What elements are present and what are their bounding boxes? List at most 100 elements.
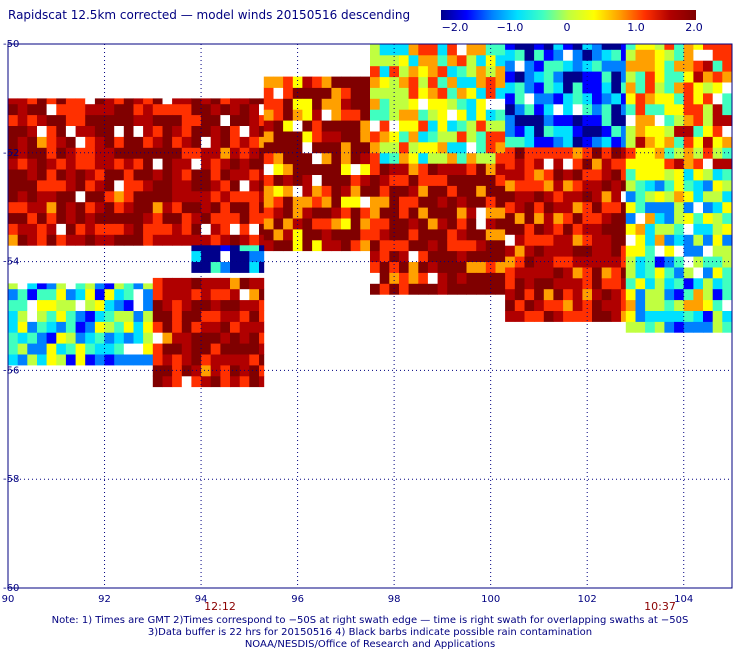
heatmap-cell: [17, 299, 28, 311]
heatmap-cell: [162, 212, 173, 224]
heatmap-cell: [654, 71, 665, 83]
heatmap-cell: [447, 283, 458, 295]
heatmap-cell: [621, 212, 627, 224]
heatmap-cell: [427, 65, 438, 78]
heatmap-cell: [94, 354, 105, 366]
heatmap-cell: [8, 234, 19, 246]
heatmap-cell: [302, 163, 313, 175]
heatmap-cell: [27, 201, 38, 214]
heatmap-cell: [379, 250, 390, 262]
heatmap-cell: [263, 196, 274, 208]
heatmap-cell: [143, 158, 154, 170]
heatmap-cell: [133, 354, 144, 366]
heatmap-cell: [621, 190, 627, 203]
heatmap-cell: [534, 180, 545, 192]
heatmap-cell: [553, 288, 564, 301]
heatmap-cell: [172, 299, 183, 311]
heatmap-cell: [85, 136, 96, 148]
heatmap-cell: [563, 234, 574, 246]
heatmap-cell: [379, 174, 390, 186]
heatmap-cell: [123, 103, 134, 116]
heatmap-cell: [152, 375, 163, 388]
heatmap-cell: [143, 299, 154, 311]
heatmap-cell: [693, 212, 704, 224]
heatmap-cell: [505, 93, 516, 105]
heatmap-cell: [505, 44, 516, 50]
heatmap-cell: [534, 223, 545, 235]
heatmap-cell: [379, 207, 390, 219]
heatmap-cell: [191, 332, 202, 344]
heatmap-cell: [683, 82, 694, 94]
heatmap-cell: [456, 98, 467, 110]
heatmap-cell: [456, 54, 467, 67]
heatmap-cell: [65, 180, 76, 192]
heatmap-cell: [230, 332, 241, 344]
heatmap-cell: [341, 120, 352, 132]
heatmap-cell: [249, 158, 260, 170]
heatmap-cell: [592, 60, 603, 72]
heatmap-cell: [674, 256, 685, 268]
heatmap-cell: [331, 76, 342, 88]
heatmap-cell: [230, 223, 241, 235]
heatmap-cell: [172, 147, 183, 159]
heatmap-cell: [563, 201, 574, 214]
heatmap-cell: [456, 196, 467, 208]
heatmap-cell: [259, 375, 265, 388]
heatmap-cell: [37, 212, 48, 224]
heatmap-cell: [621, 125, 627, 137]
heatmap-cell: [611, 125, 622, 137]
heatmap-cell: [553, 60, 564, 72]
heatmap-cell: [601, 201, 612, 214]
heatmap-cell: [133, 125, 144, 137]
heatmap-cell: [476, 229, 487, 241]
heatmap-cell: [389, 141, 400, 154]
heatmap-cell: [220, 354, 231, 366]
heatmap-cell: [143, 98, 154, 105]
heatmap-cell: [331, 229, 342, 241]
heatmap-cell: [152, 190, 163, 203]
note-line-3: NOAA/NESDIS/Office of Research and Appli…: [244, 639, 496, 650]
heatmap-cell: [601, 310, 612, 322]
heatmap-cell: [263, 218, 274, 230]
heatmap-cell: [37, 321, 48, 333]
heatmap-cell: [230, 234, 241, 246]
heatmap-cell: [664, 267, 675, 279]
heatmap-cell: [321, 196, 332, 208]
heatmap-cell: [437, 272, 448, 284]
heatmap-cell: [152, 234, 163, 246]
heatmap-cell: [654, 147, 665, 159]
heatmap-cell: [645, 245, 656, 257]
heatmap-cell: [123, 136, 134, 148]
heatmap-cell: [56, 212, 67, 224]
heatmap-cell: [46, 332, 57, 344]
heatmap-cell: [485, 44, 496, 56]
heatmap-cell: [162, 103, 173, 116]
heatmap-cell: [601, 234, 612, 246]
heatmap-cell: [273, 120, 284, 132]
heatmap-cell: [505, 103, 516, 116]
heatmap-cell: [703, 136, 714, 148]
heatmap-cell: [456, 76, 467, 88]
heatmap-cell: [46, 114, 57, 126]
heatmap-cell: [331, 239, 342, 252]
chart-title: Rapidscat 12.5km corrected — model winds…: [8, 8, 411, 22]
heatmap-cell: [37, 158, 48, 170]
heatmap-cell: [437, 185, 448, 197]
heatmap-cell: [56, 288, 67, 301]
heatmap-cell: [94, 310, 105, 322]
heatmap-cell: [693, 190, 704, 203]
heatmap-cell: [181, 375, 192, 388]
heatmap-cell: [722, 299, 733, 311]
heatmap-cell: [17, 147, 28, 159]
heatmap-cell: [273, 87, 284, 99]
heatmap-cell: [210, 147, 221, 159]
heatmap-cell: [210, 245, 221, 252]
heatmap-cell: [674, 158, 685, 170]
heatmap-cell: [635, 288, 646, 301]
heatmap-cell: [722, 180, 733, 192]
heatmap-cell: [408, 229, 419, 241]
heatmap-cell: [563, 49, 574, 61]
heatmap-cell: [350, 76, 361, 88]
heatmap-cell: [703, 190, 714, 203]
heatmap-cell: [427, 44, 438, 56]
